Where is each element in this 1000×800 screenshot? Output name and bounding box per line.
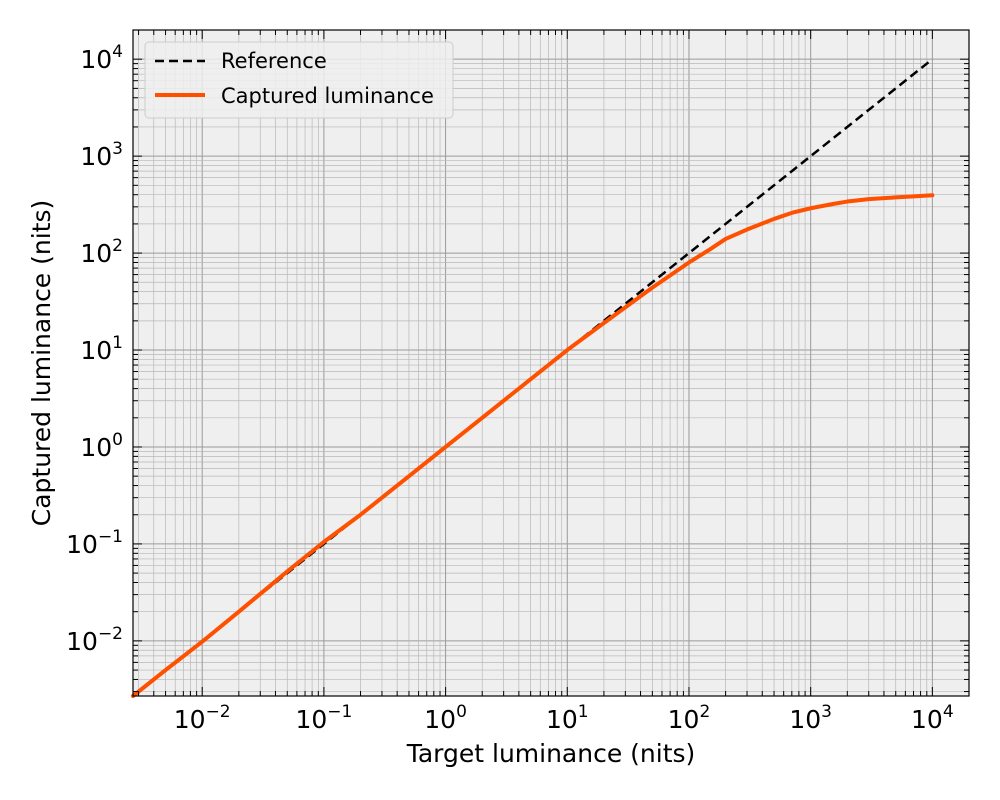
captured-luminance-line: [131, 193, 935, 698]
grid-lines: [133, 29, 970, 696]
series-layer: [131, 58, 935, 698]
y-tick-label: 10−1: [66, 527, 123, 559]
legend-label-captured: Captured luminance: [221, 84, 434, 108]
x-tick-label: 103: [789, 702, 832, 734]
y-axis-label: Captured luminance (nits): [27, 200, 56, 527]
legend: Reference Captured luminance: [144, 41, 454, 119]
legend-box: [144, 41, 454, 119]
x-tick-label: 10−2: [174, 702, 231, 734]
y-tick-label: 102: [80, 236, 123, 268]
x-tick-label: 102: [668, 702, 711, 734]
y-tick-label: 104: [80, 42, 123, 74]
y-tick-label: 101: [80, 333, 123, 365]
legend-label-reference: Reference: [221, 49, 327, 73]
x-tick-labels: 10−2 10−1 100 101 102 103 104: [174, 702, 954, 734]
y-tick-label: 10−2: [66, 624, 123, 656]
x-tick-label: 101: [546, 702, 589, 734]
x-tick-label: 100: [424, 702, 467, 734]
y-tick-labels: 10−2 10−1 100 101 102 103 104: [66, 42, 123, 656]
y-tick-label: 100: [80, 430, 123, 462]
plot-frame: [132, 29, 970, 697]
x-tick-label: 104: [911, 702, 954, 734]
x-axis-label: Target luminance (nits): [406, 739, 696, 768]
x-tick-label: 10−1: [295, 702, 352, 734]
axis-ticks: [133, 29, 970, 696]
y-tick-label: 103: [80, 139, 123, 171]
